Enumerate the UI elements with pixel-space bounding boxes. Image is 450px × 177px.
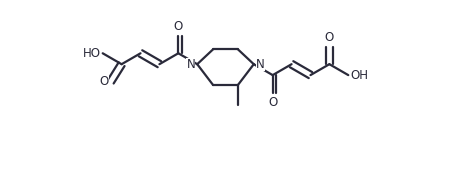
Text: HO: HO [83, 47, 101, 60]
Text: N: N [256, 58, 265, 71]
Text: N: N [186, 58, 195, 71]
Text: OH: OH [350, 69, 368, 82]
Text: O: O [325, 31, 334, 44]
Text: O: O [268, 96, 277, 109]
Text: O: O [99, 75, 109, 88]
Text: O: O [174, 20, 183, 33]
